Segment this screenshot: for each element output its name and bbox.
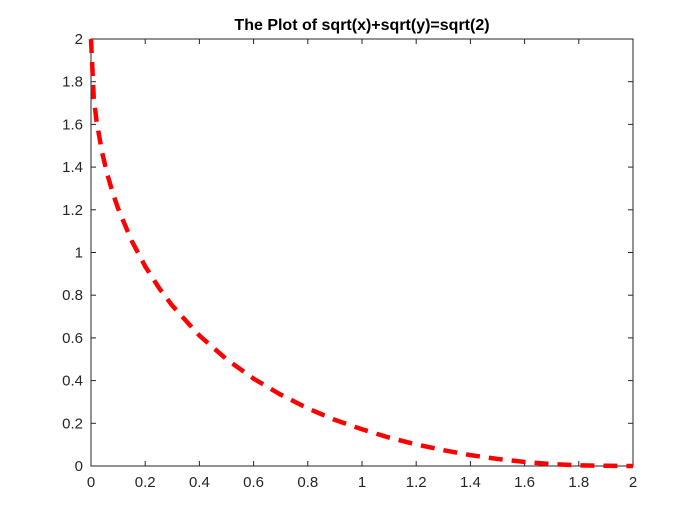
series-line [88, 38, 634, 469]
x-tick-label: 1.2 [406, 474, 427, 491]
x-tick-label: 0.8 [297, 474, 318, 491]
y-tick-label: 1 [75, 245, 83, 262]
x-tick-label: 1.6 [514, 474, 535, 491]
y-tick-label: 1.6 [62, 116, 83, 133]
ticks: 0 0.2 0.4 0.6 0.8 1 1.2 1.4 1.6 1.8 2 0 0.2 0.4 0.6 0.8… [62, 31, 637, 491]
x-tick-label: 2 [629, 474, 637, 491]
y-tick-label: 0 [75, 458, 83, 475]
y-tick-label: 0.4 [62, 373, 83, 390]
y-tick-label: 1.2 [62, 202, 83, 219]
y-tick-label: 0.8 [62, 287, 83, 304]
x-tick-label: 0 [87, 474, 95, 491]
series [88, 38, 634, 469]
axes-box [90, 38, 634, 467]
y-tick-label: 0.6 [62, 330, 83, 347]
x-tick-label: 0.6 [243, 474, 264, 491]
axes [90, 38, 634, 467]
y-tick-label: 2 [75, 31, 83, 48]
y-tick-label: 1.8 [62, 74, 83, 91]
x-tick-label: 1.8 [568, 474, 589, 491]
x-tick-label: 0.4 [189, 474, 210, 491]
y-tick-label: 0.2 [62, 415, 83, 432]
x-tick-label: 1 [358, 474, 366, 491]
y-tick-label: 1.4 [62, 159, 83, 176]
x-tick-label: 0.2 [135, 474, 156, 491]
x-tick-label: 1.4 [460, 474, 481, 491]
chart-title: The Plot of sqrt(x)+sqrt(y)=sqrt(2) [234, 17, 489, 34]
